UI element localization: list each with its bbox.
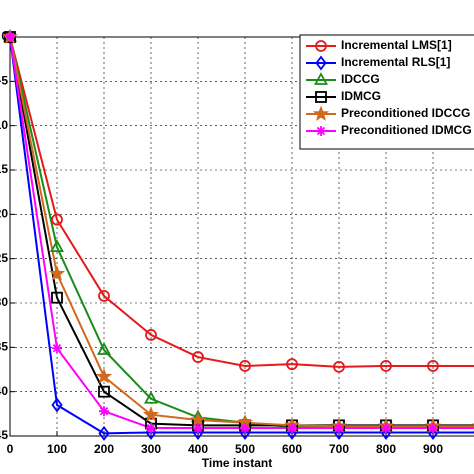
x-tick-label: 500 xyxy=(235,442,255,456)
marker xyxy=(51,397,63,413)
legend-label: Preconditioned IDMCG xyxy=(341,123,472,137)
x-tick-label: 900 xyxy=(423,442,443,456)
y-tick-label: -10 xyxy=(0,118,8,132)
marker xyxy=(239,360,251,372)
marker xyxy=(51,213,63,226)
x-tick-label: 300 xyxy=(141,442,161,456)
marker xyxy=(146,423,156,434)
y-tick-label: -35 xyxy=(0,340,8,354)
legend-label: IDCCG xyxy=(341,72,380,86)
x-tick-label: 600 xyxy=(282,442,302,456)
marker xyxy=(286,358,298,371)
marker xyxy=(312,105,330,121)
plot-frame xyxy=(9,36,474,437)
marker xyxy=(287,423,297,434)
marker xyxy=(192,351,204,363)
marker xyxy=(142,406,160,422)
marker xyxy=(51,291,63,304)
marker xyxy=(381,423,391,434)
marker xyxy=(98,385,110,398)
marker xyxy=(316,126,326,136)
x-tick-label: 100 xyxy=(47,442,67,456)
x-tick-label: 400 xyxy=(188,442,208,456)
y-tick-label: -40 xyxy=(0,384,8,398)
marker xyxy=(334,423,344,434)
marker xyxy=(145,329,157,341)
marker xyxy=(380,360,392,372)
marker xyxy=(49,239,65,253)
marker xyxy=(98,425,110,441)
x-tick-label: 700 xyxy=(329,442,349,456)
marker xyxy=(315,40,327,52)
y-tick-label: -15 xyxy=(0,162,8,176)
x-axis-label: Time instant xyxy=(202,456,272,470)
y-tick-label: -25 xyxy=(0,251,8,265)
legend-label: Incremental RLS[1] xyxy=(341,55,450,69)
marker xyxy=(240,423,250,434)
marker xyxy=(428,423,438,434)
marker xyxy=(193,423,203,434)
y-tick-label: -5 xyxy=(0,74,8,88)
y-tick-label: -30 xyxy=(0,295,8,309)
marker xyxy=(189,411,207,427)
marker xyxy=(96,342,112,355)
marker xyxy=(427,360,439,372)
y-tick-label: -45 xyxy=(0,428,8,442)
y-tick-label: -20 xyxy=(0,207,8,221)
marker xyxy=(315,91,327,103)
marker xyxy=(143,390,159,404)
legend: Incremental LMS[1] Incremental RLS[1] IDCC… xyxy=(299,34,474,150)
marker xyxy=(333,360,345,373)
marker xyxy=(5,32,15,42)
marker xyxy=(95,368,113,384)
marker xyxy=(313,72,329,85)
legend-label: Preconditioned IDCCG xyxy=(341,106,470,120)
legend-label: Incremental LMS[1] xyxy=(341,38,452,52)
marker xyxy=(99,406,109,417)
legend-label: IDMCG xyxy=(341,89,381,103)
series-line xyxy=(9,36,474,368)
x-tick-label: 800 xyxy=(376,442,396,456)
marker xyxy=(98,290,110,302)
marker xyxy=(52,343,62,354)
x-tick-label: 200 xyxy=(94,442,114,456)
marker xyxy=(315,55,327,71)
marker xyxy=(48,265,66,281)
x-tick-label: 0 xyxy=(7,442,14,456)
